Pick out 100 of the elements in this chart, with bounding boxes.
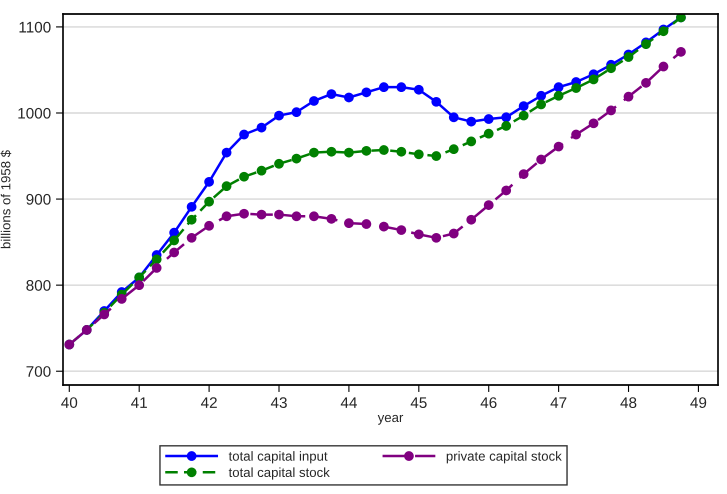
y-axis-title: billions of 1958 $ [0,150,12,248]
point [414,230,424,240]
point [518,101,529,111]
point [554,142,564,152]
legend-label: private capital stock [446,451,562,464]
point [344,148,354,158]
point [362,219,372,229]
point [518,110,529,120]
point [658,62,668,72]
point [362,146,372,156]
point [518,169,529,179]
point [274,110,284,120]
point [292,107,302,117]
point [501,121,512,131]
point [256,166,266,176]
x-tick-label: 43 [270,397,287,408]
point [309,211,319,222]
point [186,202,196,212]
point [222,148,232,158]
point [116,294,127,304]
x-tick-label: 45 [410,397,427,408]
point [152,263,162,273]
point [274,210,284,220]
point [379,82,389,92]
point [414,149,424,160]
point [309,96,319,106]
point [186,232,196,243]
point [292,211,302,222]
y-tick-label: 1100 [20,22,51,33]
point [641,78,651,88]
point [554,82,564,92]
point [292,154,302,164]
point [571,130,581,140]
point [588,118,598,128]
point [588,74,598,84]
y-tick-label: 900 [26,194,51,205]
point [448,144,459,154]
point [501,112,512,122]
point [309,148,319,158]
point [222,211,232,222]
point [536,90,546,101]
point [571,83,581,93]
x-axis-title: year [378,414,404,425]
legend-label: total capital input [228,451,328,464]
point [431,232,442,243]
point [186,214,196,225]
point [676,47,686,57]
point [624,52,634,62]
point [536,154,546,164]
point [554,90,564,101]
point [501,186,512,196]
point [466,214,476,225]
x-tick-label: 40 [61,397,78,408]
point [484,114,494,124]
x-tick-label: 44 [340,397,357,408]
point [379,222,389,232]
y-tick-label: 700 [26,366,51,377]
y-tick-label: 800 [26,280,51,291]
legend-label: total capital stock [228,467,330,480]
point [431,151,442,161]
point [396,225,406,235]
point [239,172,249,182]
point [414,84,424,95]
point [326,89,336,99]
point [326,214,336,224]
point [466,116,476,126]
point [466,136,476,146]
point [536,100,546,110]
x-tick-label: 49 [690,397,706,408]
x-tick-label: 46 [480,397,497,408]
point [344,92,354,102]
point [448,112,459,122]
point [624,92,634,102]
point [379,145,389,155]
point [256,122,266,132]
point [222,181,232,192]
x-tick-label: 42 [200,397,217,408]
point [274,158,284,169]
point [239,130,249,140]
x-tick-label: 47 [550,397,566,408]
point [169,236,180,246]
x-tick-label: 41 [131,397,147,408]
point [344,218,354,228]
point [484,200,494,210]
point [204,176,214,187]
point [448,228,459,238]
point [204,196,214,207]
point [326,146,336,157]
point [396,146,406,157]
point [396,82,406,92]
point [606,63,616,74]
point [134,280,144,290]
point [256,210,266,220]
point [204,220,214,231]
y-tick-label: 1000 [18,108,51,119]
x-tick-label: 48 [620,397,636,408]
point [484,128,494,139]
point [239,208,249,219]
point [169,248,180,258]
point [431,96,442,107]
